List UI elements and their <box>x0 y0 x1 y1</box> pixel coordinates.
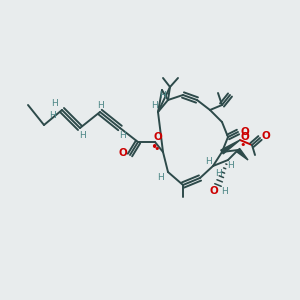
Text: •: • <box>240 140 246 150</box>
Text: O: O <box>210 186 218 196</box>
Text: H: H <box>120 130 126 140</box>
Text: O: O <box>118 148 127 158</box>
Text: H: H <box>205 157 212 166</box>
Text: O: O <box>154 132 162 142</box>
Text: H: H <box>214 169 221 178</box>
Text: •: • <box>150 140 158 154</box>
Text: H: H <box>158 172 164 182</box>
Text: H: H <box>49 112 56 121</box>
Polygon shape <box>221 140 240 154</box>
Text: H: H <box>80 130 86 140</box>
Polygon shape <box>236 148 248 160</box>
Text: H: H <box>151 101 158 110</box>
Text: •: • <box>154 144 160 154</box>
Text: O: O <box>241 127 249 137</box>
Text: H: H <box>220 188 227 196</box>
Text: O: O <box>241 132 249 142</box>
Text: H: H <box>228 161 234 170</box>
Text: O: O <box>262 131 270 141</box>
Text: H: H <box>159 91 165 100</box>
Text: H: H <box>52 100 58 109</box>
Text: H: H <box>98 100 104 109</box>
